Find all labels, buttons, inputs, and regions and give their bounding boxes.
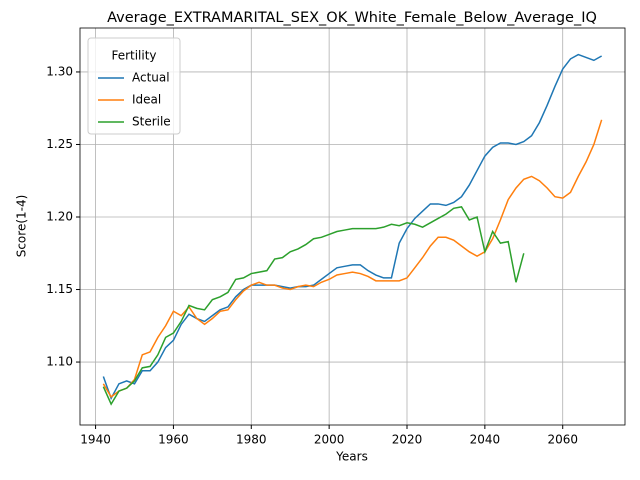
x-axis-label: Years — [335, 450, 368, 464]
y-tick-label: 1.10 — [46, 355, 73, 369]
y-tick-label: 1.30 — [46, 64, 73, 78]
chart-title: Average_EXTRAMARITAL_SEX_OK_White_Female… — [107, 10, 597, 26]
plot-frame — [79, 27, 626, 426]
legend-box — [87, 37, 181, 135]
series-line — [102, 53, 603, 401]
x-tick-label: 1980 — [236, 433, 267, 447]
x-tick-label: 1960 — [158, 433, 189, 447]
y-axis-label: Score(1-4) — [15, 195, 29, 258]
legend-label: Ideal — [132, 93, 161, 107]
y-tick-label: 1.20 — [46, 209, 73, 223]
legend-label: Sterile — [132, 115, 171, 129]
x-tick-label: 2000 — [314, 433, 345, 447]
legend-title: Fertility — [111, 49, 156, 63]
y-tick-label: 1.15 — [46, 282, 73, 296]
series-line — [102, 119, 603, 398]
legend-label: Actual — [132, 71, 170, 85]
series-line — [102, 206, 525, 406]
y-tick-label: 1.25 — [46, 137, 73, 151]
x-tick-label: 1940 — [80, 433, 111, 447]
x-tick-label: 2020 — [392, 433, 423, 447]
x-tick-label: 2060 — [547, 433, 578, 447]
x-tick-label: 2040 — [470, 433, 501, 447]
